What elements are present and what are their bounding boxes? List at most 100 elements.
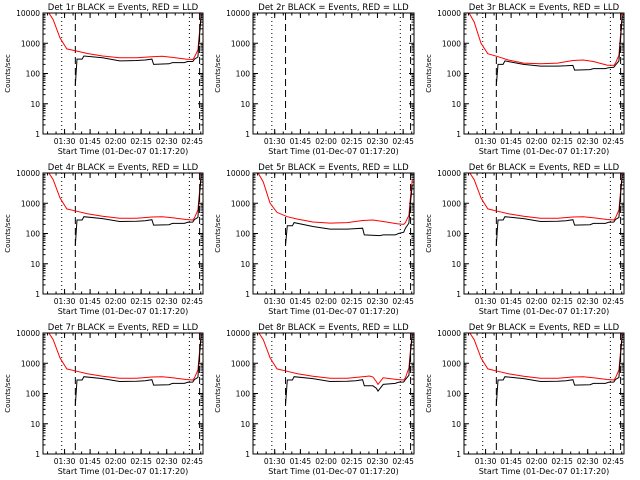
y-tick-label: 1000 xyxy=(442,359,461,368)
x-tick-label: 02:30 xyxy=(156,137,178,146)
chart-title: Det 2r BLACK = Events, RED = LLD xyxy=(258,3,409,13)
y-tick-label: 1000 xyxy=(21,359,40,368)
plot-frame xyxy=(463,12,625,135)
y-tick-label: 10 xyxy=(30,100,40,109)
x-tick-label: 01:30 xyxy=(54,457,76,466)
x-tick-label: 01:45 xyxy=(79,297,101,306)
plot-frame xyxy=(42,172,204,295)
x-tick-label: 01:45 xyxy=(290,137,312,146)
x-tick-label: 02:00 xyxy=(315,297,337,306)
plot-frame xyxy=(463,332,625,455)
series-line-red xyxy=(257,173,413,225)
x-tick-label: 02:45 xyxy=(602,297,624,306)
x-tick-label: 02:30 xyxy=(367,457,389,466)
y-tick-label: 1 xyxy=(245,130,250,139)
x-tick-label: 02:00 xyxy=(105,297,127,306)
chart-title: Det 1r BLACK = Events, RED = LLD xyxy=(48,3,199,13)
y-tick-label: 10 xyxy=(240,100,250,109)
x-tick-label: 02:30 xyxy=(367,137,389,146)
y-tick-label: 10000 xyxy=(437,9,461,18)
y-tick-label: 100 xyxy=(236,70,251,79)
chart-panel-9: Det 9r BLACK = Events, RED = LLD Counts/s… xyxy=(425,323,625,476)
x-tick-label: 02:45 xyxy=(392,137,414,146)
x-tick-label: 02:30 xyxy=(367,297,389,306)
y-tick-label: 1000 xyxy=(442,199,461,208)
y-axis-label: Counts/sec xyxy=(4,374,12,413)
y-tick-label: 100 xyxy=(447,390,462,399)
x-tick-label: 02:15 xyxy=(341,297,363,306)
x-axis-label: Start Time (01-Dec-07 01:17:20) xyxy=(479,307,610,316)
x-tick-label: 01:45 xyxy=(500,457,522,466)
y-tick-label: 1 xyxy=(456,130,461,139)
x-tick-label: 01:30 xyxy=(54,137,76,146)
x-tick-label: 01:30 xyxy=(264,137,286,146)
y-tick-label: 1 xyxy=(35,130,40,139)
series-line-black xyxy=(74,14,202,86)
series-line-black xyxy=(495,174,623,246)
x-axis-label: Start Time (01-Dec-07 01:17:20) xyxy=(268,467,399,476)
x-tick-label: 02:15 xyxy=(551,137,573,146)
series-line-black xyxy=(74,334,202,406)
x-tick-label: 01:45 xyxy=(500,137,522,146)
series-line-red xyxy=(469,173,623,221)
x-tick-label: 02:30 xyxy=(156,297,178,306)
y-axis-label: Counts/sec xyxy=(214,374,222,413)
x-tick-label: 02:30 xyxy=(156,457,178,466)
chart-title: Det 3r BLACK = Events, RED = LLD xyxy=(469,3,620,13)
chart-panel-5: Det 5r BLACK = Events, RED = LLD Counts/s… xyxy=(214,163,415,316)
plot-frame xyxy=(252,12,415,135)
chart-panel-8: Det 8r BLACK = Events, RED = LLD Counts/s… xyxy=(214,323,415,476)
x-tick-label: 02:45 xyxy=(392,297,414,306)
y-tick-label: 1000 xyxy=(231,39,250,48)
x-tick-label: 02:15 xyxy=(551,297,573,306)
y-tick-label: 10 xyxy=(30,260,40,269)
y-tick-label: 1 xyxy=(245,450,250,459)
x-tick-label: 01:45 xyxy=(79,137,101,146)
y-tick-label: 10 xyxy=(30,420,40,429)
x-tick-label: 02:30 xyxy=(577,137,599,146)
x-tick-label: 02:15 xyxy=(551,457,573,466)
y-tick-label: 10000 xyxy=(226,329,250,338)
chart-title: Det 9r BLACK = Events, RED = LLD xyxy=(469,323,620,333)
y-axis-label: Counts/sec xyxy=(4,214,12,253)
y-tick-label: 100 xyxy=(26,390,41,399)
x-axis-label: Start Time (01-Dec-07 01:17:20) xyxy=(58,307,189,316)
y-tick-label: 10000 xyxy=(437,329,461,338)
x-tick-label: 02:15 xyxy=(130,297,152,306)
plot-frame xyxy=(252,172,415,295)
y-axis-label: Counts/sec xyxy=(425,374,433,413)
y-tick-label: 10 xyxy=(451,420,461,429)
x-tick-label: 02:00 xyxy=(526,297,548,306)
y-tick-label: 1000 xyxy=(231,199,250,208)
series-line-black xyxy=(285,184,413,246)
y-tick-label: 10 xyxy=(451,100,461,109)
chart-panel-4: Det 4r BLACK = Events, RED = LLD Counts/s… xyxy=(4,163,204,316)
x-tick-label: 02:00 xyxy=(105,457,127,466)
plot-frame xyxy=(252,332,415,455)
series-line-black xyxy=(495,15,623,86)
y-tick-label: 1000 xyxy=(21,39,40,48)
y-tick-label: 10000 xyxy=(16,329,40,338)
x-tick-label: 01:30 xyxy=(264,297,286,306)
x-axis-label: Start Time (01-Dec-07 01:17:20) xyxy=(58,147,189,156)
x-tick-label: 01:45 xyxy=(79,457,101,466)
y-tick-label: 1 xyxy=(456,290,461,299)
y-tick-label: 10000 xyxy=(16,9,40,18)
x-tick-label: 02:45 xyxy=(602,457,624,466)
x-tick-label: 01:30 xyxy=(475,137,497,146)
plot-frame xyxy=(42,12,204,135)
y-tick-label: 10 xyxy=(240,420,250,429)
x-tick-label: 02:15 xyxy=(341,137,363,146)
y-tick-label: 10000 xyxy=(226,169,250,178)
x-tick-label: 02:00 xyxy=(315,137,337,146)
series-line-red xyxy=(469,333,623,381)
chart-title: Det 8r BLACK = Events, RED = LLD xyxy=(258,323,409,333)
x-tick-label: 01:30 xyxy=(475,297,497,306)
chart-title: Det 5r BLACK = Events, RED = LLD xyxy=(258,163,409,173)
y-axis-label: Counts/sec xyxy=(425,54,433,93)
y-tick-label: 10 xyxy=(240,260,250,269)
x-tick-label: 01:30 xyxy=(54,297,76,306)
x-tick-label: 01:30 xyxy=(264,457,286,466)
y-tick-label: 1000 xyxy=(442,39,461,48)
